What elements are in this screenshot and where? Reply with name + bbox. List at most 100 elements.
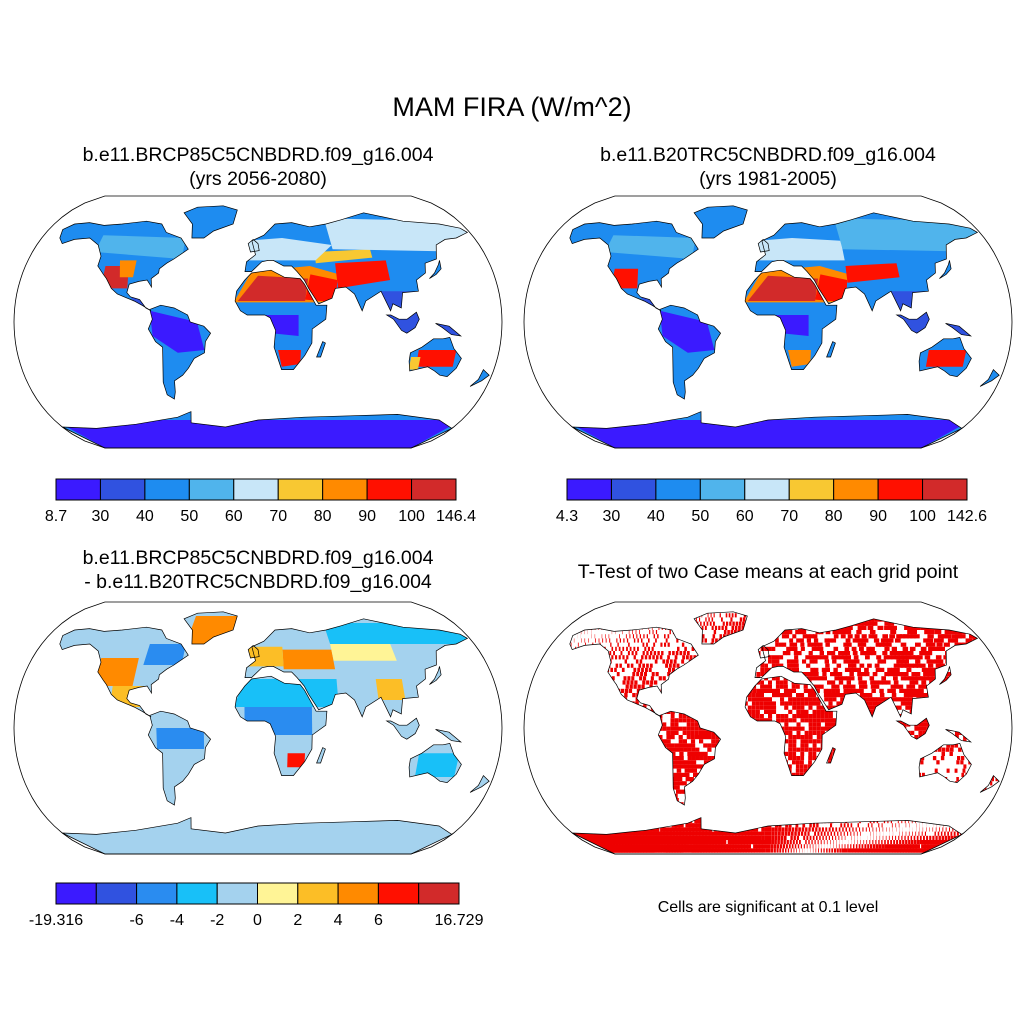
significant-cell — [790, 835, 793, 840]
significant-cell — [833, 718, 838, 723]
significant-cell — [790, 848, 792, 853]
significant-cell — [677, 827, 683, 832]
significant-cell — [675, 835, 682, 840]
significant-cell — [866, 840, 868, 845]
significant-cell — [662, 726, 667, 731]
significant-cell — [683, 827, 689, 832]
significant-cell — [694, 735, 699, 740]
significant-cell — [693, 840, 700, 845]
significant-cell — [800, 739, 805, 744]
significant-cell — [626, 646, 628, 651]
significant-cell — [737, 840, 742, 845]
significant-cell — [816, 697, 821, 702]
significant-cell — [889, 634, 895, 639]
significant-cell — [640, 672, 644, 677]
significant-cell — [704, 638, 707, 643]
significant-cell — [765, 848, 768, 853]
field-region-5 — [245, 238, 332, 261]
significant-cell — [867, 693, 873, 698]
significant-cell — [857, 823, 859, 828]
significant-cell — [636, 672, 640, 677]
significant-cell — [730, 630, 734, 635]
significant-cell — [868, 621, 875, 626]
landmass-greenland — [184, 205, 238, 238]
significant-cell — [780, 840, 783, 845]
significant-cell — [918, 722, 923, 727]
significant-cell — [678, 714, 683, 719]
significant-cell — [824, 697, 829, 702]
significant-cell — [764, 684, 768, 689]
significant-cell — [835, 835, 837, 840]
significant-cell — [678, 823, 684, 828]
significant-cell — [895, 844, 900, 849]
significant-cell — [673, 659, 677, 664]
significant-cell — [675, 747, 680, 752]
significant-cell — [677, 646, 680, 651]
significant-cell — [611, 646, 614, 651]
significant-cell — [872, 634, 878, 639]
significant-cell — [729, 844, 734, 849]
significant-cell — [878, 680, 883, 685]
significant-cell — [880, 638, 887, 643]
significant-cell — [817, 831, 820, 836]
significant-cell — [859, 688, 864, 693]
significant-cell — [803, 844, 805, 849]
significant-cell — [830, 840, 831, 845]
significant-cell — [811, 693, 817, 698]
significant-cell — [903, 693, 909, 698]
significant-cell — [721, 840, 727, 845]
significant-cell — [678, 735, 683, 740]
significant-cell — [906, 667, 912, 672]
significant-cell — [695, 747, 700, 752]
significant-cell — [759, 844, 763, 849]
significant-cell — [714, 844, 720, 849]
significant-cell — [893, 680, 899, 685]
significant-cell — [909, 663, 915, 668]
significant-cell — [662, 659, 666, 664]
significant-cell — [776, 688, 780, 693]
significant-cell — [779, 684, 784, 689]
significant-cell — [824, 655, 829, 660]
significant-cell — [831, 693, 837, 698]
significant-cell — [873, 705, 878, 710]
significant-cell — [861, 642, 867, 647]
significant-cell — [684, 835, 691, 840]
significant-cell — [631, 651, 634, 656]
significant-cell — [738, 625, 741, 630]
significant-cell — [804, 743, 809, 748]
significant-cell — [680, 764, 685, 769]
significant-cell — [699, 751, 704, 756]
significant-cell — [906, 655, 912, 660]
significant-cell — [616, 638, 618, 643]
significant-cell — [820, 848, 822, 853]
significant-cell — [712, 840, 718, 845]
significant-cell — [645, 667, 648, 672]
significant-cell — [825, 835, 827, 840]
significant-cell — [755, 701, 760, 706]
significant-cell — [879, 667, 885, 672]
significant-cell — [725, 831, 730, 836]
significant-cell — [795, 684, 800, 689]
significant-cell — [738, 621, 742, 626]
significant-cell — [618, 646, 621, 651]
significant-cell — [694, 819, 700, 824]
significant-cell — [690, 730, 695, 735]
significant-cell — [923, 844, 929, 849]
significant-cell — [623, 676, 627, 681]
significant-cell — [912, 844, 917, 849]
significant-cell — [940, 840, 945, 845]
significant-cell — [793, 642, 798, 647]
significant-cell — [800, 693, 805, 698]
significant-cell — [867, 823, 870, 828]
significant-cell — [771, 659, 776, 664]
significant-cell — [782, 848, 784, 853]
significant-cell — [908, 831, 910, 836]
significant-cell — [923, 840, 927, 845]
significant-cell — [779, 680, 784, 685]
significant-cell — [636, 688, 641, 693]
significant-cell — [665, 638, 668, 643]
significant-cell — [812, 747, 817, 752]
significant-cell — [632, 634, 634, 639]
significant-cell — [880, 697, 885, 702]
coastlines — [59, 205, 490, 449]
